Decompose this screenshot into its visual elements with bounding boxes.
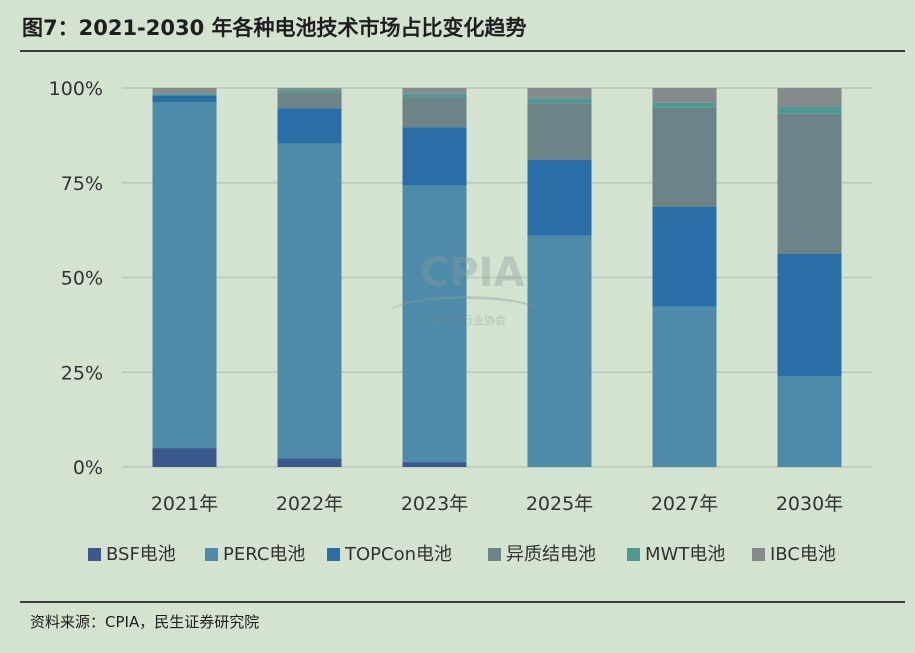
bar-segment	[527, 160, 592, 236]
bar-segment	[402, 185, 467, 463]
bar-segment	[152, 95, 217, 103]
bar-segment	[777, 113, 842, 255]
footer-divider	[20, 601, 905, 603]
bar-segment	[277, 458, 342, 467]
bar-segment	[152, 448, 217, 467]
x-tick-label: 2030年	[776, 493, 843, 515]
bar-segment	[527, 103, 592, 161]
x-tick-label: 2025年	[526, 493, 593, 515]
bar-segment	[777, 106, 842, 114]
y-tick-label: 25%	[61, 362, 103, 384]
bar-segment	[277, 89, 342, 93]
bar-segment	[652, 88, 717, 103]
bar-segment	[402, 127, 467, 186]
bar-segment	[277, 108, 342, 144]
legend-swatch	[327, 548, 340, 561]
bar-segment	[152, 88, 217, 94]
bar-segment	[277, 88, 342, 90]
legend-swatch	[88, 548, 101, 561]
bar-segment	[402, 93, 467, 98]
legend-swatch	[752, 548, 765, 561]
legend-label: MWT电池	[645, 544, 725, 565]
x-tick-label: 2022年	[276, 493, 343, 515]
bar-segment	[652, 306, 717, 467]
x-tick-label: 2027年	[651, 493, 718, 515]
y-tick-label: 0%	[73, 457, 103, 479]
legend-label: 异质结电池	[506, 544, 596, 565]
bar-segment	[277, 143, 342, 459]
bar-segment	[777, 254, 842, 377]
bar-segment	[527, 235, 592, 467]
bar-segment	[652, 207, 717, 307]
bar-segment	[652, 107, 717, 208]
y-tick-label: 75%	[61, 173, 103, 195]
y-tick-label: 50%	[61, 268, 103, 290]
bar-segment	[277, 92, 342, 109]
source-note: 资料来源：CPIA，民生证券研究院	[30, 613, 260, 631]
bar-segment	[152, 93, 217, 96]
x-tick-label: 2021年	[151, 493, 218, 515]
bar-segment	[652, 102, 717, 108]
legend-label: PERC电池	[223, 544, 305, 565]
legend-swatch	[205, 548, 218, 561]
bar-segment	[402, 97, 467, 128]
legend-swatch	[627, 548, 640, 561]
bar-segment	[777, 88, 842, 107]
x-tick-label: 2023年	[401, 493, 468, 515]
legend-label: TOPCon电池	[344, 544, 452, 565]
bar-segment	[527, 98, 592, 104]
legend-label: BSF电池	[106, 544, 176, 565]
stacked-bar-chart: 0% 25% 50% 75% 100% 2021年 2022年 2023年 2025年 2027年…	[49, 78, 872, 565]
title-divider	[20, 50, 905, 52]
legend-label: IBC电池	[770, 544, 836, 565]
y-tick-label: 100%	[49, 78, 103, 100]
bar-segment	[777, 376, 842, 467]
legend-swatch	[488, 548, 501, 561]
bar-segment	[402, 462, 467, 467]
page-title: 图7：2021-2030 年各种电池技术市场占比变化趋势	[22, 16, 527, 40]
bar-segment	[152, 102, 217, 449]
bar-segment	[527, 88, 592, 99]
bar-segment	[402, 88, 467, 94]
